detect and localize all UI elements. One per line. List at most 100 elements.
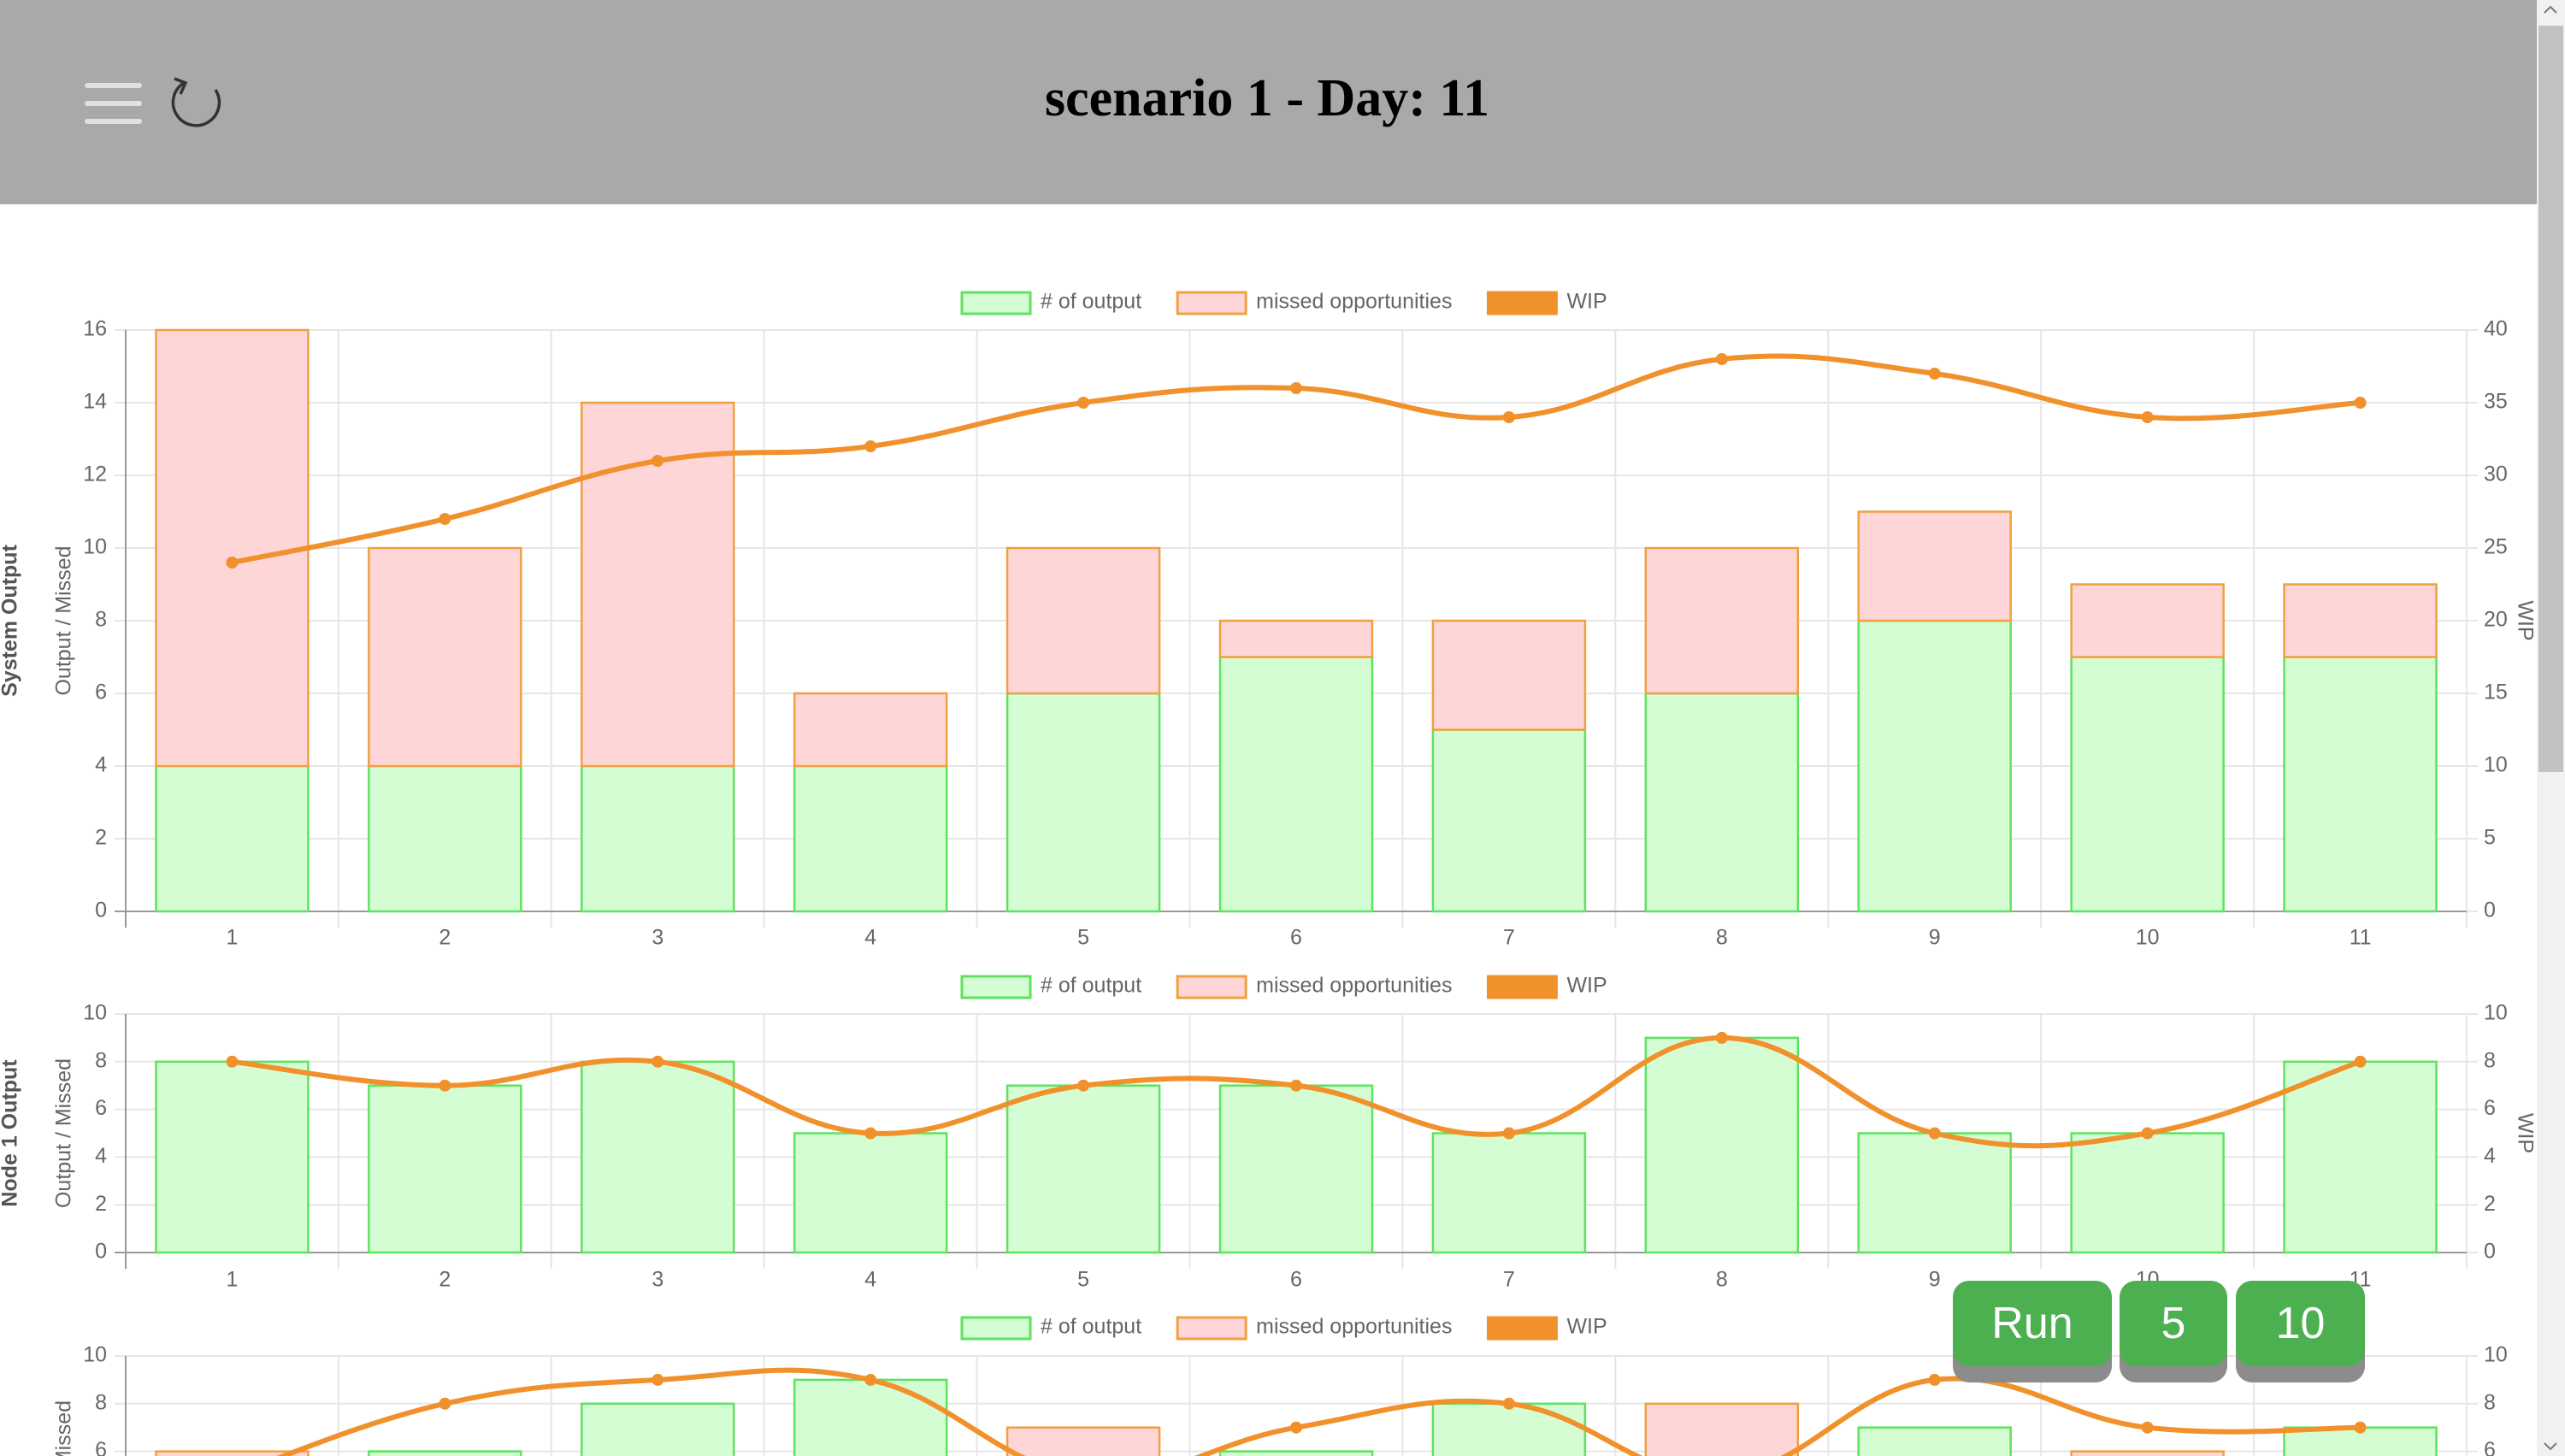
- legend-swatch: [960, 1316, 1032, 1341]
- y-tick-label: 10: [83, 535, 107, 559]
- bar-segment: [2070, 1450, 2225, 1456]
- legend-label: # of output: [1041, 1315, 1141, 1339]
- y2-tick-label: 5: [2484, 826, 2496, 850]
- legend-swatch: [1486, 975, 1558, 999]
- y-tick-label: 8: [95, 1048, 107, 1072]
- chart: 02468100246810Output / Missed12345678910…: [52, 1315, 2508, 1456]
- line-point: [2354, 1421, 2367, 1434]
- scrollbar-thumb[interactable]: [2538, 26, 2563, 772]
- legend-swatch: [1176, 975, 1247, 999]
- y2-tick-label: 25: [2484, 535, 2508, 559]
- y2-tick-label: 10: [2484, 1001, 2508, 1025]
- line-point: [652, 1055, 664, 1068]
- run-button[interactable]: Run: [1953, 1281, 2112, 1366]
- y-tick-label: 0: [95, 899, 107, 923]
- bar-segment: [793, 692, 948, 768]
- y-tick-label: 6: [95, 681, 107, 704]
- y-tick-label: 0: [95, 1240, 107, 1264]
- y-tick-label: 16: [83, 317, 107, 341]
- bar-segment: [1857, 1132, 2012, 1254]
- legend-label: # of output: [1041, 290, 1141, 314]
- bar-segment: [1005, 546, 1161, 695]
- legend-label: WIP: [1566, 290, 1607, 314]
- line-point: [1715, 1031, 1728, 1044]
- bar-segment: [1005, 1426, 1161, 1456]
- line-point: [1928, 1127, 1941, 1140]
- legend-swatch: [960, 975, 1032, 999]
- bar-segment: [1857, 1426, 2012, 1456]
- x-tick-label: 6: [1290, 926, 1302, 950]
- refresh-icon[interactable]: [171, 77, 221, 127]
- y2-tick-label: 0: [2484, 1240, 2496, 1264]
- bar-segment: [1005, 1084, 1161, 1254]
- line-point: [1502, 411, 1515, 423]
- y-axis-label: Output / Missed: [52, 1400, 76, 1456]
- scroll-up-arrow[interactable]: [2544, 5, 2557, 14]
- line-point: [439, 513, 451, 525]
- line-point: [864, 1373, 877, 1386]
- y-tick-label: 12: [83, 463, 107, 486]
- scroll-down-arrow[interactable]: [2544, 1442, 2557, 1451]
- y2-tick-label: 6: [2484, 1438, 2496, 1456]
- x-tick-label: 1: [227, 926, 239, 950]
- step-5-button[interactable]: 5: [2120, 1281, 2227, 1366]
- line-point: [439, 1397, 451, 1410]
- y2-tick-label: 15: [2484, 681, 2508, 704]
- bar-segment: [1218, 619, 1374, 658]
- refresh-arc: [171, 81, 221, 127]
- bar-segment: [2283, 656, 2438, 913]
- bar-segment: [2283, 583, 2438, 658]
- line-point: [1715, 353, 1728, 365]
- bar-segment: [155, 1060, 310, 1254]
- line-point: [1928, 1373, 1941, 1386]
- refresh-arrow: [174, 77, 188, 95]
- x-tick-label: 6: [1290, 1268, 1302, 1292]
- y2-tick-label: 8: [2484, 1048, 2496, 1072]
- y2-tick-label: 10: [2484, 1343, 2508, 1367]
- bar-segment: [1431, 728, 1587, 913]
- bar-segment: [1857, 510, 2012, 622]
- line-point: [1290, 1421, 1302, 1434]
- x-tick-label: 2: [439, 1268, 451, 1292]
- menu-icon[interactable]: [85, 83, 142, 124]
- line-series: [232, 1035, 2362, 1149]
- chart: 0 2 4 6 8 10 0 2 4 6 8 10 Node 1 Output Output / Miss…: [0, 974, 2537, 1292]
- line-point: [2141, 411, 2154, 423]
- line-point: [1502, 1127, 1515, 1140]
- y2-tick-label: 30: [2484, 463, 2508, 486]
- y-axis-title: System Output: [0, 544, 22, 696]
- y2-tick-label: 0: [2484, 899, 2496, 923]
- x-tick-label: 2: [439, 926, 451, 950]
- x-tick-label: 9: [1929, 1268, 1941, 1292]
- bar-segment: [2070, 583, 2225, 658]
- legend-label: missed opportunities: [1256, 1315, 1452, 1339]
- x-tick-label: 5: [1077, 1268, 1089, 1292]
- bar-segment: [1431, 1132, 1587, 1254]
- x-tick-label: 8: [1716, 1268, 1728, 1292]
- line-point: [1928, 368, 1941, 380]
- x-tick-label: 11: [2350, 926, 2372, 950]
- bar-segment: [1218, 1450, 1374, 1456]
- y-tick-label: 4: [95, 1144, 107, 1168]
- bar-segment: [1431, 1402, 1587, 1456]
- x-tick-label: 9: [1929, 926, 1941, 950]
- bar-segment: [368, 764, 522, 913]
- bar-segment: [1218, 656, 1374, 913]
- step-10-button[interactable]: 10: [2236, 1281, 2365, 1366]
- bar-segment: [155, 1450, 310, 1456]
- y2-axis-label: WIP: [2513, 1113, 2537, 1153]
- legend-swatch: [1176, 291, 1247, 315]
- bar-segment: [368, 1084, 522, 1254]
- legend-swatch: [1486, 1316, 1558, 1341]
- y2-tick-label: 35: [2484, 390, 2508, 414]
- y-tick-label: 2: [95, 826, 107, 850]
- y-tick-label: 8: [95, 608, 107, 632]
- y-tick-label: 14: [83, 390, 107, 414]
- line-point: [652, 1373, 664, 1386]
- x-tick-label: 10: [2136, 926, 2160, 950]
- y2-axis-label: WIP: [2513, 600, 2537, 640]
- legend-label: missed opportunities: [1256, 974, 1452, 998]
- x-tick-label: 3: [652, 1268, 663, 1292]
- x-tick-label: 7: [1503, 926, 1515, 950]
